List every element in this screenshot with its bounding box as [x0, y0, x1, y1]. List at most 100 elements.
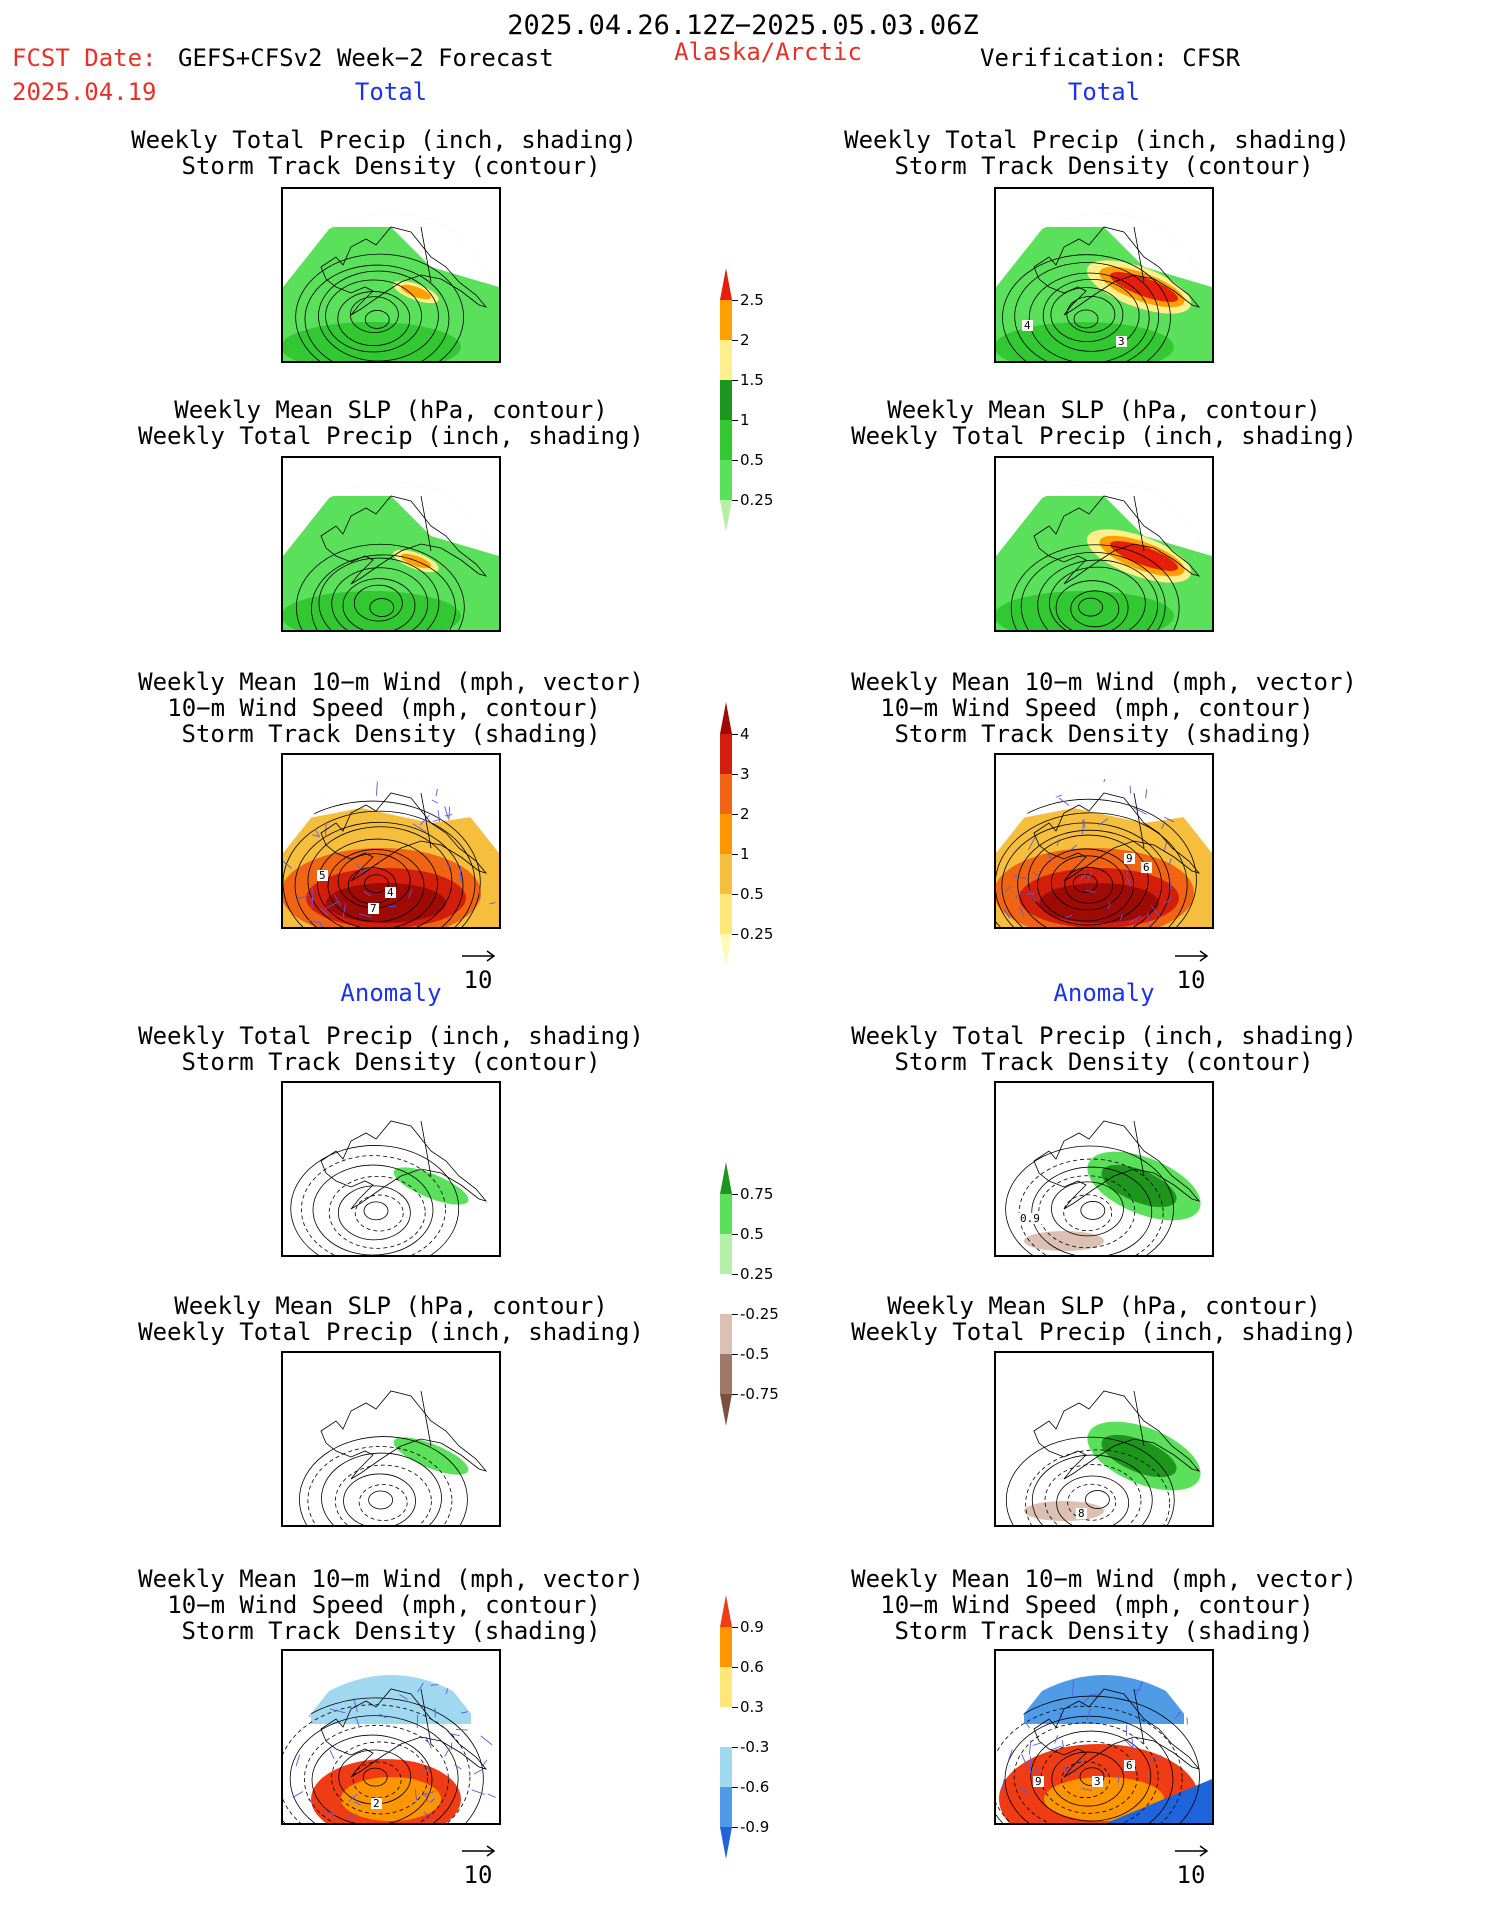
map-graphic [996, 779, 1212, 927]
map-graphic [996, 1675, 1212, 1823]
wind-vector [454, 1764, 462, 1770]
map-panel-total-slp-precip-verification [994, 456, 1214, 632]
precip-field [400, 284, 432, 300]
contour-line [354, 1194, 404, 1232]
wind-vector [1150, 1754, 1162, 1762]
wind-vector [1168, 858, 1172, 867]
coastline [320, 1120, 488, 1210]
colorbar-tick-label: 0.3 [740, 1698, 764, 1716]
panel-title-r6b: 10−m Wind Speed (mph, contour) [880, 1591, 1314, 1619]
wind-vector [311, 896, 314, 908]
dry-area [283, 213, 499, 287]
contour-line [1027, 834, 1149, 926]
contour-line [337, 1185, 411, 1241]
contour-line [1051, 1751, 1125, 1807]
contour-line [318, 270, 439, 361]
wind-vector [355, 1717, 360, 1727]
wind-vector [1088, 1693, 1098, 1696]
vector-reference-arrow-icon [1175, 1845, 1209, 1857]
contour-line [299, 1436, 468, 1525]
wind-vector [1124, 1739, 1136, 1751]
colorbar-segment [720, 734, 732, 774]
wind-vector [1008, 1749, 1013, 1761]
wind-vector [1081, 819, 1085, 835]
wind-vector [414, 1789, 418, 1801]
wind-vector [1048, 854, 1053, 861]
colorbar-tick [732, 1667, 738, 1668]
wind-vector [482, 1759, 488, 1766]
contour-line [1038, 1175, 1136, 1249]
contour-label: 4 [1022, 319, 1033, 332]
map-fields [290, 1145, 469, 1255]
map-fields [996, 213, 1212, 361]
wind-vector [1131, 1737, 1134, 1751]
wind-vector [487, 1793, 496, 1798]
wind-vector [1178, 1678, 1183, 1694]
colorbar-graphic [720, 1595, 732, 1859]
panel-title-r5a: Weekly Mean SLP (hPa, contour) [887, 1292, 1321, 1320]
contour-line [1037, 559, 1159, 630]
contour-line [343, 1473, 416, 1525]
contour-line [1004, 1715, 1174, 1823]
wind-vector [353, 1698, 358, 1713]
map-graphic [996, 482, 1212, 630]
map-fields [283, 482, 499, 630]
dry-area [996, 213, 1212, 287]
wind-vector [333, 894, 342, 906]
panel-title-r4b: Storm Track Density (contour) [894, 1048, 1314, 1076]
contour-line [318, 557, 440, 630]
wind-vector [1003, 909, 1010, 919]
wind-vector [1001, 1778, 1005, 1790]
border-line [420, 792, 432, 849]
wind-vector [444, 806, 449, 819]
border-line [1133, 1390, 1145, 1447]
wind-vector [1058, 797, 1070, 806]
wind-vector [444, 1747, 451, 1757]
contour-line [1080, 1201, 1106, 1220]
border-line [420, 1120, 432, 1177]
colorbar-tick-label: 0.9 [740, 1618, 764, 1636]
panel-title-l3a: Weekly Mean 10−m Wind (mph, vector) [138, 668, 644, 696]
date-range-title: 2025.04.26.12Z−2025.05.03.06Z [507, 10, 979, 41]
precip-anomaly-field [393, 1437, 469, 1475]
wind-vector [303, 787, 311, 792]
colorbar-tick-label: 1.5 [740, 371, 764, 389]
wind-vector [1032, 871, 1041, 878]
wind-vector [1086, 1708, 1091, 1720]
map-graphic [1005, 1390, 1201, 1525]
wind-vector [1163, 842, 1167, 852]
contour-line [334, 1464, 432, 1525]
contour-line [307, 826, 453, 927]
wind-vector [283, 860, 292, 869]
wind-vector [1160, 1809, 1171, 1814]
precip-anomaly-field [1024, 1501, 1104, 1521]
colorbar-tick-label: -0.25 [740, 1305, 779, 1323]
wind-vector [1107, 902, 1111, 909]
wind-vector [450, 1742, 453, 1750]
vector-reference-value: 10 [463, 1861, 493, 1889]
contour-line [349, 296, 399, 334]
map-panel-total-precip-track-verification [994, 187, 1214, 363]
coastline [1033, 1688, 1201, 1778]
wind-vector [1128, 915, 1142, 924]
wind-vector [421, 1790, 436, 1796]
wind-vector [1050, 1745, 1063, 1751]
colorbar-tick-label: 1 [740, 411, 750, 429]
contour-label: 9 [1124, 852, 1135, 865]
wind-vector [313, 1676, 324, 1682]
wind-vector [1081, 1788, 1093, 1791]
wind-vector [1079, 1697, 1090, 1707]
wind-vector [1097, 818, 1109, 826]
map-panel-total-wind-track-forecast [281, 753, 501, 929]
wind-vector [1032, 1742, 1043, 1746]
storm-track-anomaly-field [341, 1777, 441, 1821]
wind-vector [1086, 890, 1096, 893]
wind-vector [1026, 1682, 1032, 1691]
contour-line [1061, 1761, 1111, 1799]
coastline [320, 1688, 488, 1778]
map-graphic [1005, 1120, 1201, 1255]
colorbar-segment [720, 460, 732, 500]
colorbar-segment [720, 894, 732, 934]
panel-title-r6a: Weekly Mean 10−m Wind (mph, vector) [851, 1565, 1357, 1593]
colorbar-tick-label: -0.9 [740, 1818, 770, 1836]
